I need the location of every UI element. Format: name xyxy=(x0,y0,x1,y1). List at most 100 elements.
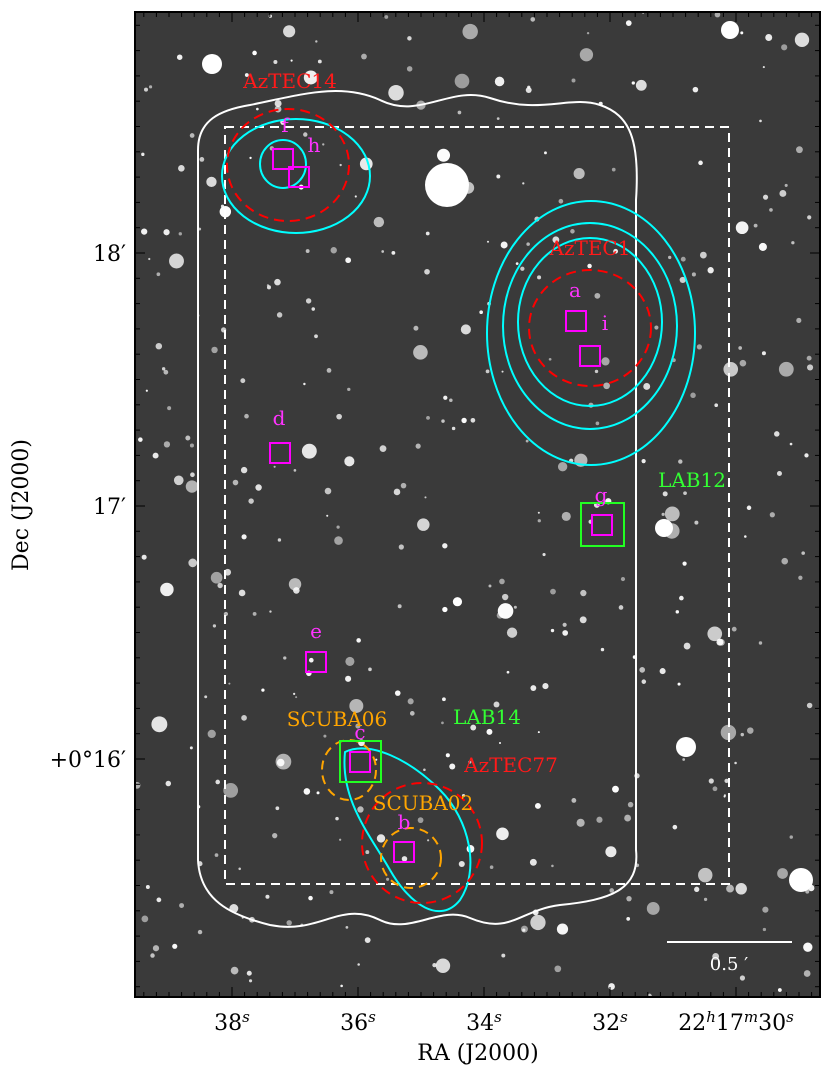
annotation-label: LAB14 xyxy=(453,705,521,729)
star xyxy=(261,688,265,692)
star xyxy=(643,383,651,390)
annotation-label: e xyxy=(310,619,322,643)
star xyxy=(506,627,518,638)
star xyxy=(185,480,199,493)
star xyxy=(762,66,765,69)
star xyxy=(413,325,419,331)
star xyxy=(241,715,247,721)
star xyxy=(804,453,809,458)
star xyxy=(789,868,813,892)
star xyxy=(624,814,632,822)
star xyxy=(486,240,490,243)
star xyxy=(255,484,262,491)
star xyxy=(163,229,170,236)
star xyxy=(305,249,310,253)
star xyxy=(612,785,619,793)
source-box xyxy=(579,345,601,367)
contour xyxy=(517,237,663,407)
star xyxy=(155,342,163,350)
star xyxy=(496,827,509,841)
star xyxy=(776,471,782,476)
y-tick-label: 18′ xyxy=(93,242,126,267)
star xyxy=(336,525,340,529)
annotation-label: AzTEC14 xyxy=(242,69,337,93)
star xyxy=(714,12,721,18)
star xyxy=(339,838,342,841)
star xyxy=(326,514,329,517)
star xyxy=(152,945,160,952)
star xyxy=(189,443,194,448)
star xyxy=(141,915,149,923)
annotation-label: a xyxy=(569,278,581,302)
star xyxy=(442,606,448,613)
star xyxy=(364,937,371,944)
star xyxy=(801,551,805,555)
star xyxy=(740,732,744,737)
star xyxy=(470,417,476,423)
annotations: AzTEC14 fh AzTEC1 ai d LAB12 g e SCUBA06 LAB14 c Az… xyxy=(242,69,726,834)
star xyxy=(758,641,763,645)
star xyxy=(779,190,787,197)
star xyxy=(561,511,571,521)
star xyxy=(256,107,259,111)
star xyxy=(441,721,444,725)
star xyxy=(141,554,147,560)
contour xyxy=(502,222,678,430)
star xyxy=(397,604,402,609)
star xyxy=(558,198,564,204)
star xyxy=(345,675,352,682)
annotation-label: c xyxy=(354,720,365,744)
star xyxy=(398,544,404,550)
star xyxy=(293,692,296,695)
star xyxy=(579,48,594,62)
star xyxy=(668,255,672,260)
star xyxy=(744,535,747,538)
lab-box xyxy=(580,502,625,547)
star xyxy=(720,724,737,741)
star xyxy=(220,204,225,208)
star xyxy=(452,597,463,607)
star xyxy=(401,856,408,862)
star xyxy=(594,369,599,374)
star xyxy=(240,378,246,384)
star xyxy=(494,76,505,87)
star xyxy=(407,36,412,41)
star xyxy=(347,387,351,392)
star xyxy=(345,257,352,264)
star xyxy=(641,459,646,464)
star xyxy=(276,312,283,318)
star xyxy=(424,496,427,499)
star xyxy=(692,86,699,93)
star xyxy=(542,552,546,557)
lab-box xyxy=(339,740,382,783)
star xyxy=(215,779,221,785)
beam-circle xyxy=(528,269,652,387)
tick-number: 17 xyxy=(716,1011,744,1036)
star xyxy=(530,685,537,691)
star xyxy=(356,638,361,643)
star xyxy=(314,334,318,339)
star xyxy=(445,753,450,758)
star xyxy=(738,346,742,350)
star xyxy=(537,519,541,523)
source-box xyxy=(565,310,587,332)
annotation-label: f xyxy=(281,113,290,137)
star xyxy=(322,143,325,146)
star xyxy=(777,868,788,879)
star xyxy=(723,361,739,377)
beam-circle xyxy=(380,827,442,889)
star xyxy=(698,160,703,166)
star xyxy=(223,783,239,798)
star xyxy=(680,256,686,262)
star xyxy=(796,317,802,324)
star xyxy=(290,59,293,62)
star xyxy=(145,885,150,889)
star xyxy=(375,758,378,761)
star xyxy=(778,361,794,377)
star xyxy=(683,642,691,650)
star xyxy=(806,355,812,361)
star xyxy=(238,589,246,597)
star xyxy=(176,54,183,60)
star xyxy=(603,382,610,390)
annotation-label: d xyxy=(273,406,286,430)
